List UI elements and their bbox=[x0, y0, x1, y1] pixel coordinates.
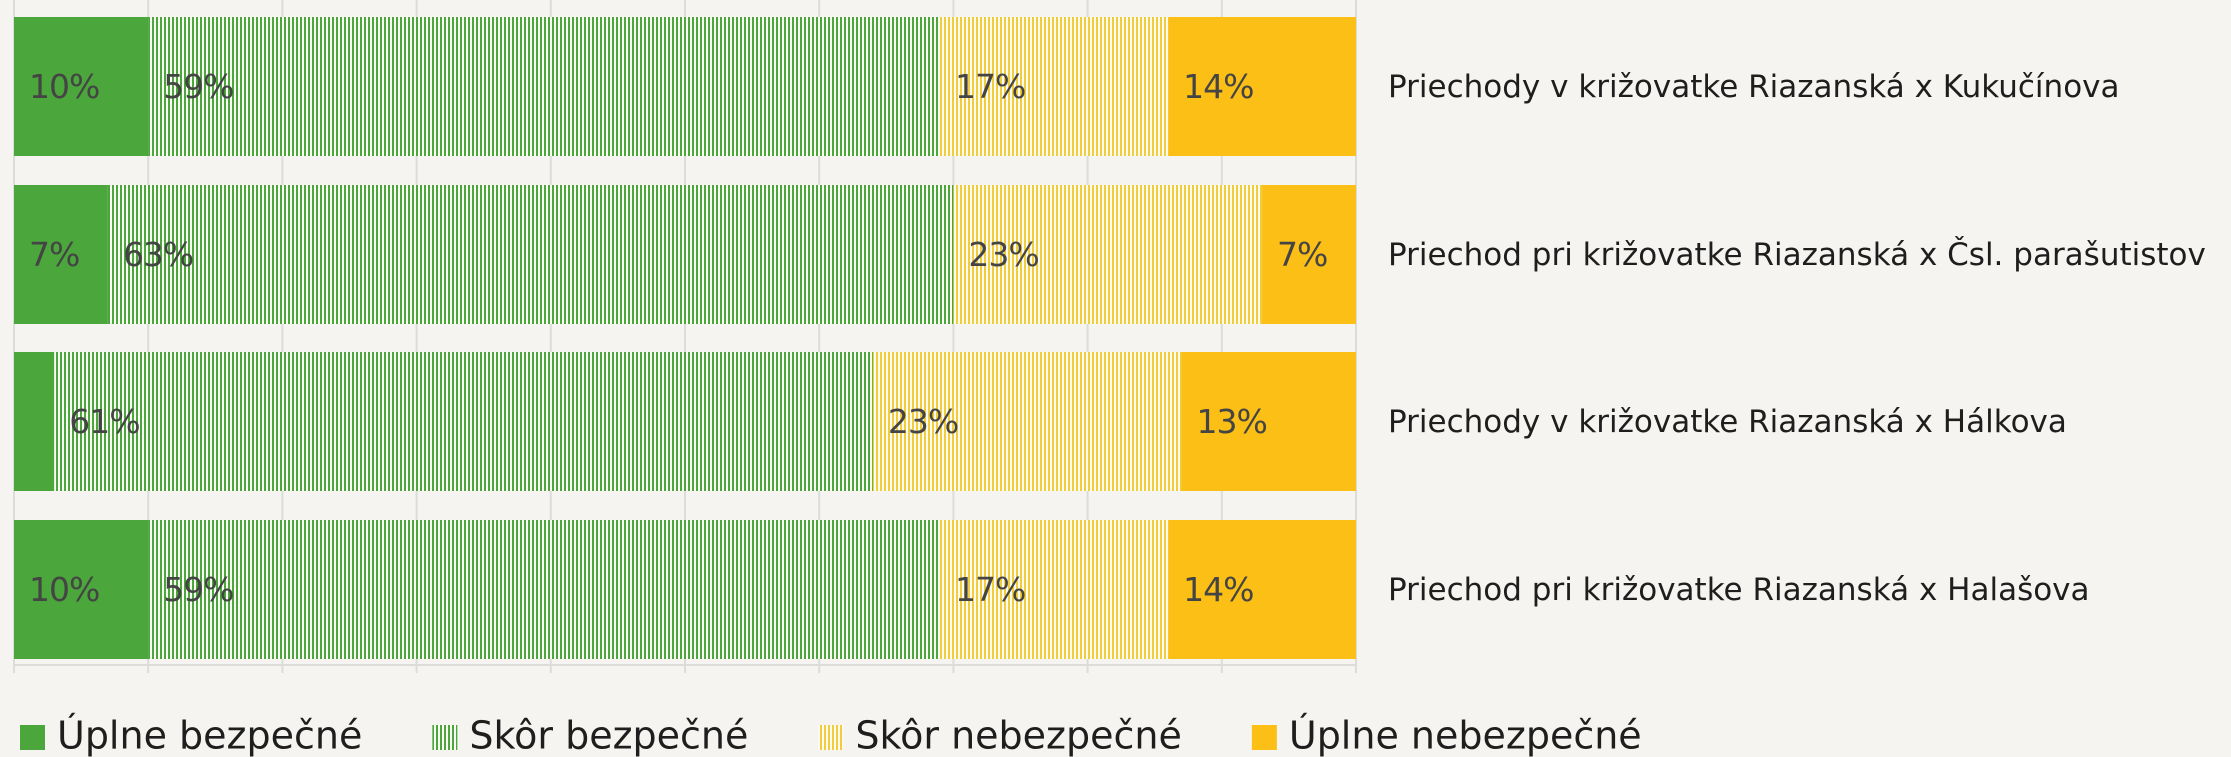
value-label: 14% bbox=[1183, 570, 1253, 609]
bar-segment bbox=[872, 352, 1182, 491]
legend-label: Úplne bezpečné bbox=[57, 714, 362, 757]
bar-segment bbox=[939, 520, 1169, 659]
legend-swatch bbox=[1251, 725, 1277, 750]
legend-swatch bbox=[432, 725, 458, 750]
value-label: 59% bbox=[163, 67, 233, 106]
legend-swatch bbox=[818, 725, 844, 750]
value-label: 7% bbox=[1277, 235, 1327, 274]
legend-swatch bbox=[20, 725, 45, 750]
category-label: Priechod pri križovatke Riazanská x Čsl.… bbox=[1388, 236, 2206, 273]
value-label: 59% bbox=[163, 570, 233, 609]
value-label: 63% bbox=[123, 235, 193, 274]
legend-label: Skôr nebezpečné bbox=[855, 714, 1182, 757]
value-label: 13% bbox=[1197, 402, 1267, 441]
value-label: 17% bbox=[955, 570, 1025, 609]
category-label: Priechod pri križovatke Riazanská x Hala… bbox=[1388, 572, 2090, 608]
bar-segment bbox=[1168, 17, 1356, 156]
bar-segment bbox=[1168, 520, 1356, 659]
value-label: 7% bbox=[29, 235, 79, 274]
category-label: Priechody v križovatke Riazanská x Hálko… bbox=[1388, 404, 2067, 440]
legend: Úplne bezpečné Skôr bezpečné Skôr nebezpeč… bbox=[20, 714, 1642, 757]
bar-segment bbox=[14, 520, 149, 659]
legend-label: Skôr bezpečné bbox=[469, 714, 748, 757]
value-label: 10% bbox=[29, 67, 99, 106]
value-label: 23% bbox=[888, 402, 958, 441]
value-label: 14% bbox=[1183, 67, 1253, 106]
bar-segment bbox=[14, 352, 55, 491]
value-label: 61% bbox=[69, 402, 139, 441]
bar-segment bbox=[148, 520, 940, 659]
value-label: 10% bbox=[29, 570, 99, 609]
value-label: 17% bbox=[955, 67, 1025, 106]
category-label: Priechody v križovatke Riazanská x Kukuč… bbox=[1388, 69, 2120, 105]
bar-segment bbox=[107, 185, 954, 324]
legend-label: Úplne nebezpečné bbox=[1289, 714, 1642, 757]
value-label: 23% bbox=[968, 235, 1038, 274]
bar-segment bbox=[14, 17, 149, 156]
bar-segment bbox=[1181, 352, 1356, 491]
bar-segment bbox=[14, 185, 108, 324]
bar-segment bbox=[953, 185, 1263, 324]
bar-segment bbox=[1262, 185, 1356, 324]
bar-segment bbox=[939, 17, 1169, 156]
bar-segment bbox=[148, 17, 940, 156]
bar-segment bbox=[54, 352, 873, 491]
